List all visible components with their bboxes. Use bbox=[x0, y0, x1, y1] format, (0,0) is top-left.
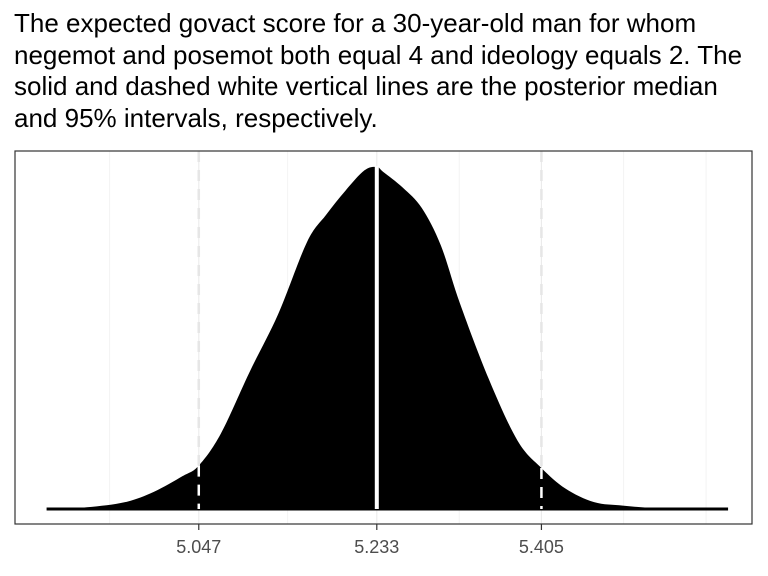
x-tick-label: 5.405 bbox=[519, 537, 564, 557]
x-axis: 5.047 5.233 5.405 bbox=[176, 524, 564, 557]
density-area bbox=[46, 166, 729, 509]
x-tick-label: 5.047 bbox=[176, 537, 221, 557]
chart-title: The expected govact score for a 30-year-… bbox=[14, 8, 743, 133]
interval-lines bbox=[197, 151, 543, 509]
x-tick-label: 5.233 bbox=[354, 537, 399, 557]
plot-panel-border bbox=[14, 150, 753, 525]
